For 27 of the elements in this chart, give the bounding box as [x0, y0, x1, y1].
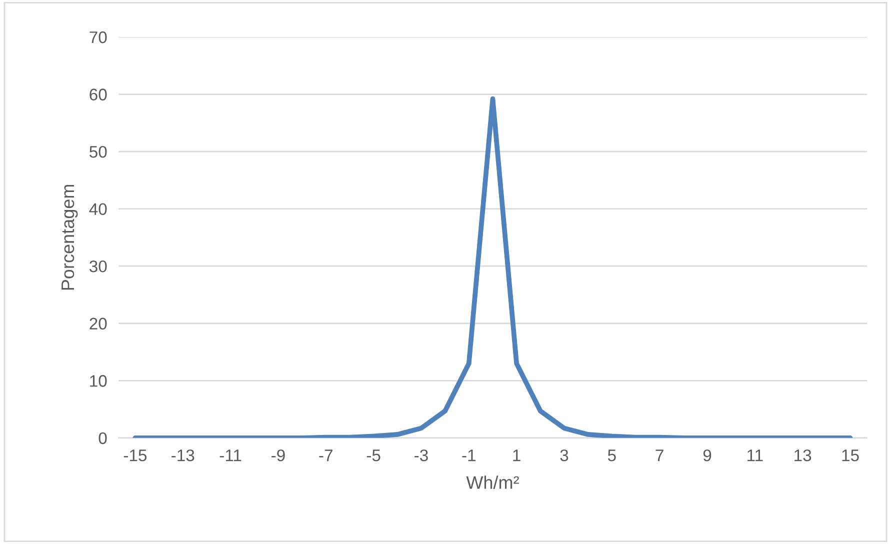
- x-tick-label: -1: [462, 450, 476, 462]
- x-tick-label: 11: [748, 450, 763, 462]
- x-tick-label: 7: [656, 450, 664, 462]
- y-tick-label: 0: [98, 432, 107, 444]
- y-tick-label: 30: [89, 260, 107, 272]
- x-tick-label: -5: [366, 450, 380, 462]
- y-tick-label: 60: [90, 88, 107, 100]
- y-tick-label: 20: [90, 318, 107, 330]
- y-tick-label: 70: [90, 31, 107, 44]
- x-tick-label: 15: [842, 450, 859, 462]
- x-tick-label: -11: [220, 450, 242, 462]
- y-tick-label: 50: [90, 146, 107, 158]
- x-tick-label: 9: [703, 449, 712, 462]
- x-tick-label: -15: [124, 450, 147, 462]
- line-series: [132, 96, 853, 438]
- y-tick-label: 40: [89, 203, 107, 216]
- x-tick-label: -9: [272, 449, 285, 462]
- x-tick-label: 1: [513, 450, 520, 462]
- y-axis-title: Porcentagem: [62, 184, 78, 290]
- x-tick-label: 13: [794, 449, 812, 462]
- x-tick-label: -3: [414, 449, 428, 462]
- x-tick-label: -13: [172, 449, 194, 462]
- x-tick-label: 3: [560, 449, 568, 462]
- x-tick-label: 5: [608, 450, 616, 462]
- y-tick-label: 10: [90, 375, 107, 387]
- x-axis-title: Wh/m²: [466, 476, 519, 489]
- x-tick-label: -7: [319, 450, 332, 462]
